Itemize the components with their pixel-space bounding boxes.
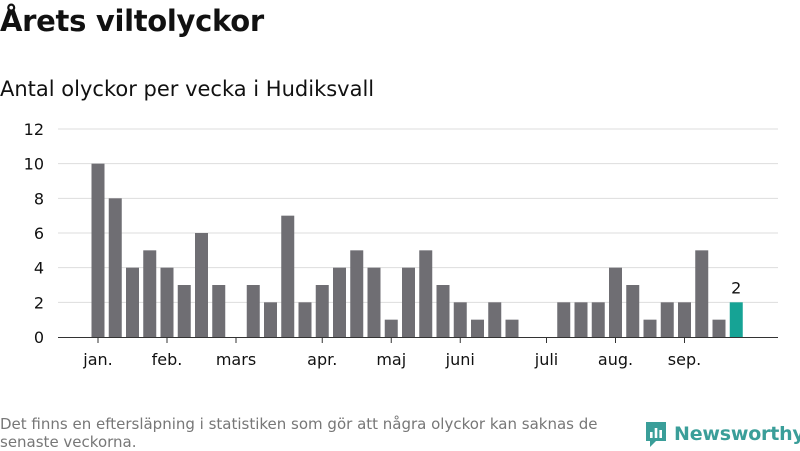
- bar: [453, 302, 467, 337]
- bar: [712, 319, 726, 337]
- bar: [212, 285, 226, 337]
- footnote: Det finns en eftersläpning i statistiken…: [0, 415, 598, 451]
- bar: [505, 319, 519, 337]
- bar: [488, 302, 502, 337]
- bar: [591, 302, 605, 337]
- bar: [643, 319, 657, 337]
- bar: [695, 250, 709, 337]
- x-tick-label: feb.: [152, 350, 183, 369]
- x-tick-label: jan.: [82, 350, 112, 369]
- bar: [471, 319, 484, 337]
- x-tick-label: juli: [534, 350, 558, 369]
- y-tick-label: 12: [24, 120, 44, 139]
- bar: [626, 285, 640, 337]
- bar: [143, 250, 157, 337]
- brand: Newsworthy: [644, 420, 800, 448]
- bar-chart: 0 2 4 6 8 10 12 2 jan. feb. mars apr. maj juni juli aug…: [24, 120, 778, 369]
- bar: [384, 319, 398, 337]
- bar: [195, 233, 208, 337]
- bar: [126, 267, 139, 337]
- x-tick-label: maj: [376, 350, 406, 369]
- bar: [333, 267, 346, 337]
- y-tick-label: 0: [34, 328, 44, 347]
- bar: [367, 267, 381, 337]
- bar: [160, 267, 174, 337]
- bar: [315, 285, 329, 337]
- x-tick-label: mars: [216, 350, 256, 369]
- x-tick-label: apr.: [307, 350, 337, 369]
- bar: [246, 285, 260, 337]
- x-tick-label: juni: [445, 350, 475, 369]
- brand-name: Newsworthy: [674, 423, 800, 445]
- bar: [298, 302, 312, 337]
- bar: [91, 163, 105, 337]
- y-tick-label: 10: [24, 155, 44, 174]
- bar: [574, 302, 588, 337]
- bar: [350, 250, 364, 337]
- x-tick-label: sep.: [668, 350, 701, 369]
- chart-subtitle: Antal olyckor per vecka i Hudiksvall: [0, 77, 375, 101]
- highlight-bar: [729, 302, 743, 337]
- bar: [609, 267, 622, 337]
- bar: [108, 198, 122, 337]
- bar: [419, 250, 433, 337]
- bar: [678, 302, 691, 337]
- bar: [177, 285, 191, 337]
- y-tick-label: 8: [34, 189, 44, 208]
- bar: [557, 302, 571, 337]
- bar: [660, 302, 674, 337]
- y-tick-label: 6: [34, 224, 44, 243]
- bar: [281, 215, 295, 337]
- x-tick-label: aug.: [598, 350, 633, 369]
- bar: [402, 267, 415, 337]
- data-label: 2: [731, 278, 741, 297]
- chart-title: Årets viltolyckor: [0, 4, 264, 38]
- newsworthy-logo-icon: [646, 422, 666, 447]
- bar: [436, 285, 450, 337]
- y-tick-label: 2: [34, 293, 44, 312]
- bar: [264, 302, 277, 337]
- y-tick-label: 4: [34, 259, 44, 278]
